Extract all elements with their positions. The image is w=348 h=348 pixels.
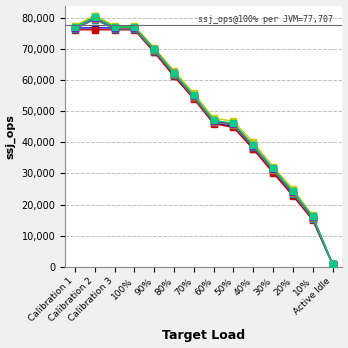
X-axis label: Target Load: Target Load: [162, 330, 245, 342]
Text: ssj_ops@100% per JVM=77,707: ssj_ops@100% per JVM=77,707: [198, 15, 333, 24]
Y-axis label: ssj_ops: ssj_ops: [6, 114, 16, 159]
